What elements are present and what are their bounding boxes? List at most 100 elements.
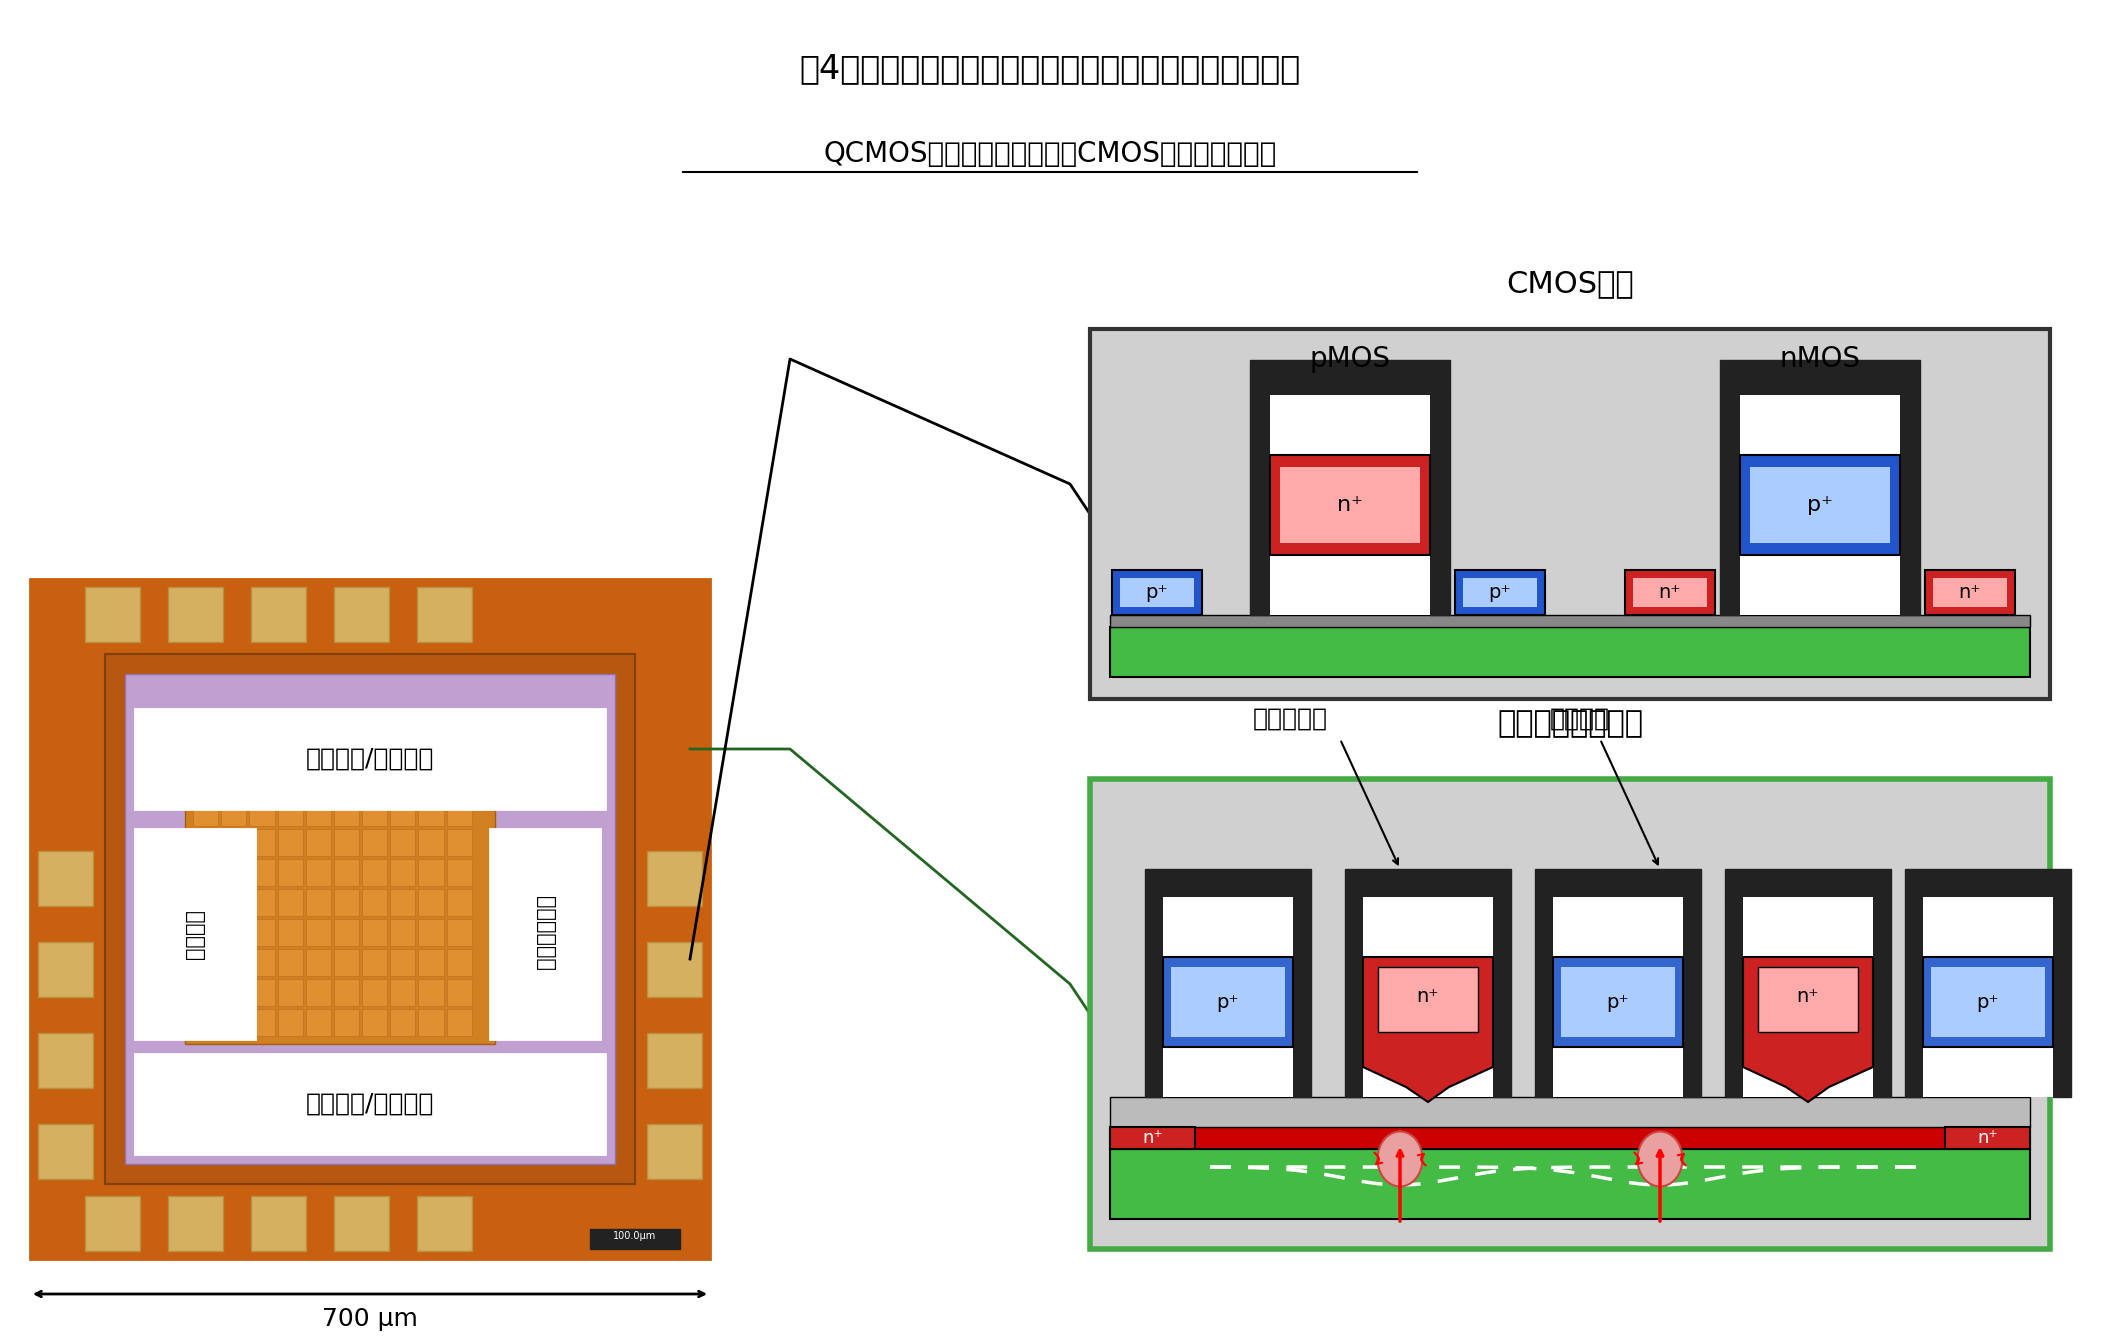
Text: p⁺: p⁺: [1218, 992, 1239, 1011]
Bar: [1455, 570, 1546, 615]
Text: n⁺: n⁺: [1958, 582, 1981, 603]
Bar: [418, 829, 444, 856]
Bar: [334, 949, 360, 976]
Text: デコーダ/セレクタ: デコーダ/セレクタ: [305, 1093, 433, 1115]
Bar: [648, 852, 702, 907]
Bar: [221, 860, 246, 886]
Bar: [1110, 1097, 2029, 1127]
Bar: [278, 1010, 303, 1036]
Bar: [305, 889, 330, 916]
Bar: [250, 586, 307, 641]
Bar: [1270, 455, 1430, 554]
Bar: [1377, 967, 1478, 1032]
Bar: [221, 889, 246, 916]
Bar: [38, 852, 93, 907]
Bar: [334, 586, 389, 641]
Bar: [135, 708, 606, 809]
Bar: [1758, 967, 1857, 1032]
Bar: [221, 829, 246, 856]
Bar: [362, 919, 387, 945]
Bar: [1464, 578, 1537, 607]
Bar: [305, 919, 330, 945]
Bar: [1535, 897, 1552, 1097]
Bar: [1626, 570, 1716, 615]
Bar: [334, 1196, 389, 1251]
Text: p⁺: p⁺: [1607, 992, 1630, 1011]
Bar: [418, 919, 444, 945]
Bar: [168, 586, 223, 641]
Text: 量子ドットアレー: 量子ドットアレー: [1497, 710, 1642, 739]
Bar: [1110, 1127, 2029, 1149]
Bar: [1552, 957, 1682, 1047]
Bar: [1682, 897, 1701, 1097]
Bar: [278, 799, 303, 826]
Bar: [391, 889, 416, 916]
Bar: [38, 1123, 93, 1180]
Bar: [221, 1010, 246, 1036]
Bar: [334, 919, 360, 945]
Bar: [278, 919, 303, 945]
Bar: [29, 578, 711, 1259]
Bar: [305, 860, 330, 886]
Bar: [1724, 897, 1743, 1097]
Bar: [38, 943, 93, 998]
Bar: [250, 860, 275, 886]
Bar: [1112, 570, 1203, 615]
Bar: [135, 829, 254, 1039]
Bar: [124, 674, 614, 1164]
Bar: [305, 949, 330, 976]
Bar: [193, 949, 219, 976]
Bar: [391, 949, 416, 976]
Bar: [250, 829, 275, 856]
Bar: [418, 799, 444, 826]
Bar: [362, 949, 387, 976]
Bar: [362, 829, 387, 856]
Bar: [591, 1229, 679, 1249]
Bar: [446, 979, 471, 1006]
Bar: [334, 799, 360, 826]
Bar: [1163, 897, 1293, 1097]
Bar: [1293, 897, 1310, 1097]
Bar: [2053, 897, 2071, 1097]
Bar: [391, 860, 416, 886]
Bar: [1171, 967, 1285, 1036]
Bar: [305, 799, 330, 826]
Bar: [334, 889, 360, 916]
Bar: [193, 979, 219, 1006]
Bar: [250, 979, 275, 1006]
Bar: [168, 1196, 223, 1251]
Bar: [446, 799, 471, 826]
Bar: [305, 1010, 330, 1036]
Bar: [1121, 578, 1195, 607]
Bar: [1750, 467, 1891, 544]
Bar: [334, 1010, 360, 1036]
Bar: [391, 919, 416, 945]
Bar: [648, 1032, 702, 1089]
Bar: [1945, 1127, 2029, 1149]
Bar: [1144, 869, 1310, 897]
Bar: [1089, 779, 2050, 1249]
Bar: [416, 586, 471, 641]
Text: p⁺: p⁺: [1977, 992, 2000, 1011]
Bar: [1270, 395, 1430, 615]
Bar: [418, 949, 444, 976]
Bar: [490, 829, 599, 1039]
Bar: [446, 1010, 471, 1036]
Bar: [416, 1196, 471, 1251]
Bar: [193, 860, 219, 886]
Bar: [446, 949, 471, 976]
Bar: [446, 860, 471, 886]
Bar: [250, 949, 275, 976]
Bar: [84, 586, 141, 641]
Bar: [1560, 967, 1674, 1036]
Text: n⁺: n⁺: [1142, 1129, 1163, 1148]
Bar: [446, 829, 471, 856]
Bar: [193, 799, 219, 826]
Text: n⁺: n⁺: [1417, 987, 1438, 1007]
Bar: [250, 1010, 275, 1036]
Bar: [250, 1196, 307, 1251]
Bar: [1720, 360, 1920, 395]
Text: pMOS: pMOS: [1310, 345, 1390, 374]
Bar: [38, 1032, 93, 1089]
Bar: [1552, 897, 1682, 1097]
